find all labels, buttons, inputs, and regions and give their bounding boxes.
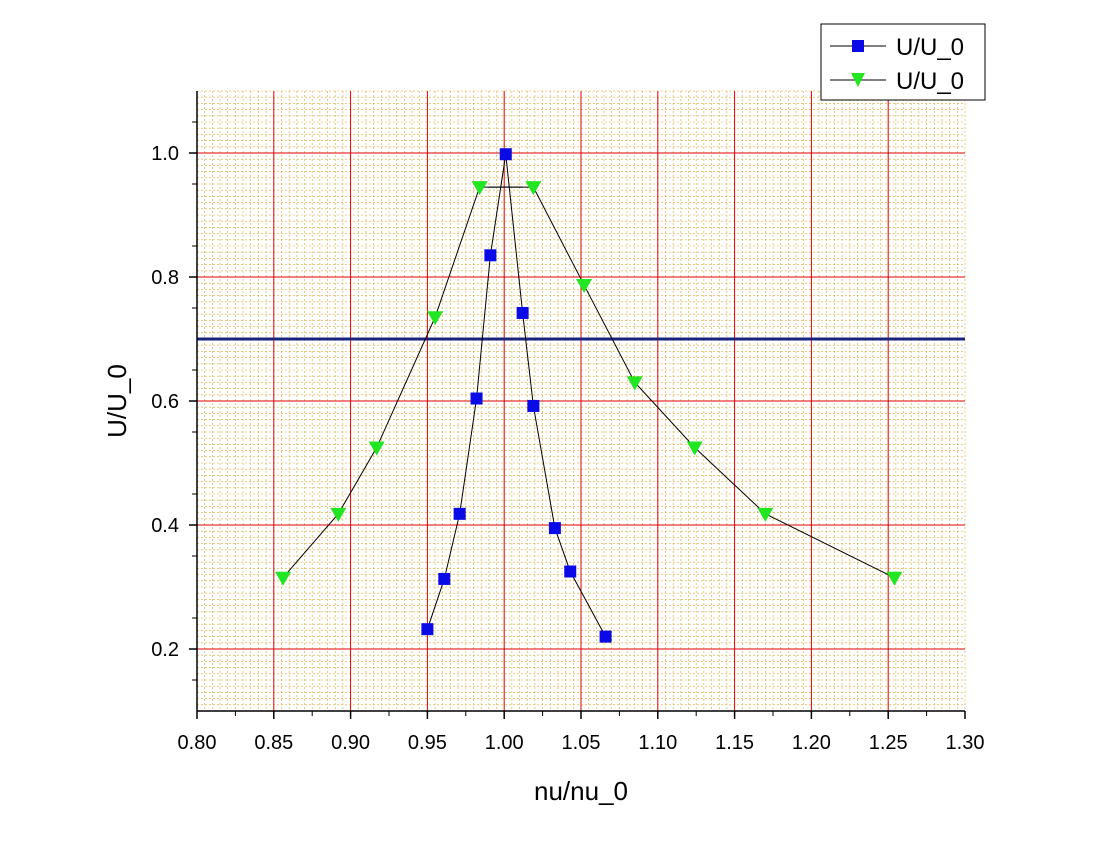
series-2-point bbox=[525, 181, 542, 196]
series-2-point bbox=[757, 507, 774, 522]
series-2-point bbox=[576, 279, 593, 294]
series-1-point bbox=[438, 572, 451, 585]
legend-label-2: U/U_0 bbox=[896, 68, 964, 95]
y-ticks: 0.2 0.4 0.6 0.8 1.0 bbox=[151, 121, 197, 681]
y-tick-label: 0.8 bbox=[151, 267, 179, 289]
series-2-point bbox=[686, 441, 703, 456]
legend-marker-triangle bbox=[851, 73, 865, 87]
series-1-point bbox=[421, 623, 434, 636]
series-1-point bbox=[499, 148, 512, 161]
legend-marker-square bbox=[852, 40, 864, 52]
series-2-point bbox=[886, 571, 903, 586]
series-1-point bbox=[516, 306, 529, 319]
series-1-point bbox=[548, 522, 561, 535]
series-2-point bbox=[275, 571, 292, 586]
legend: U/U_0 U/U_0 bbox=[820, 23, 986, 101]
x-tick-label: 1.00 bbox=[485, 732, 524, 754]
x-tick-label: 0.95 bbox=[408, 732, 447, 754]
x-tick-label: 1.20 bbox=[792, 732, 831, 754]
legend-label-1: U/U_0 bbox=[896, 34, 964, 61]
series-2-point bbox=[626, 376, 643, 391]
x-tick-label: 1.05 bbox=[562, 732, 601, 754]
series-2-point bbox=[471, 181, 488, 196]
y-axis-title: U/U_0 bbox=[102, 364, 132, 438]
x-tick-label: 0.90 bbox=[331, 732, 370, 754]
series-1-point bbox=[564, 565, 577, 578]
y-tick-label: 0.2 bbox=[151, 639, 179, 661]
x-tick-label: 1.15 bbox=[715, 732, 754, 754]
x-tick-label: 1.25 bbox=[869, 732, 908, 754]
y-tick-label: 1.0 bbox=[151, 143, 179, 165]
x-axis-title: nu/nu_0 bbox=[534, 776, 628, 806]
series-1-point bbox=[527, 399, 540, 412]
series-1-point bbox=[453, 507, 466, 520]
series-2-point bbox=[368, 441, 385, 456]
series-1-point bbox=[470, 392, 483, 405]
x-ticks: 0.80 0.85 0.90 0.95 1.00 1.05 1.10 1.15 1.20 1.25… bbox=[178, 711, 985, 754]
x-tick-label: 0.85 bbox=[254, 732, 293, 754]
series-2-point bbox=[427, 311, 444, 326]
series-2-point bbox=[330, 507, 347, 522]
y-tick-label: 0.4 bbox=[151, 515, 179, 537]
x-tick-label: 0.80 bbox=[178, 732, 217, 754]
series-1-point bbox=[599, 630, 612, 643]
x-tick-label: 1.10 bbox=[638, 732, 677, 754]
x-tick-label: 1.30 bbox=[946, 732, 985, 754]
series-markers bbox=[275, 148, 903, 643]
legend-box bbox=[820, 23, 986, 101]
y-tick-label: 0.6 bbox=[151, 391, 179, 413]
major-grid bbox=[197, 91, 965, 711]
series-1-point bbox=[484, 249, 497, 262]
